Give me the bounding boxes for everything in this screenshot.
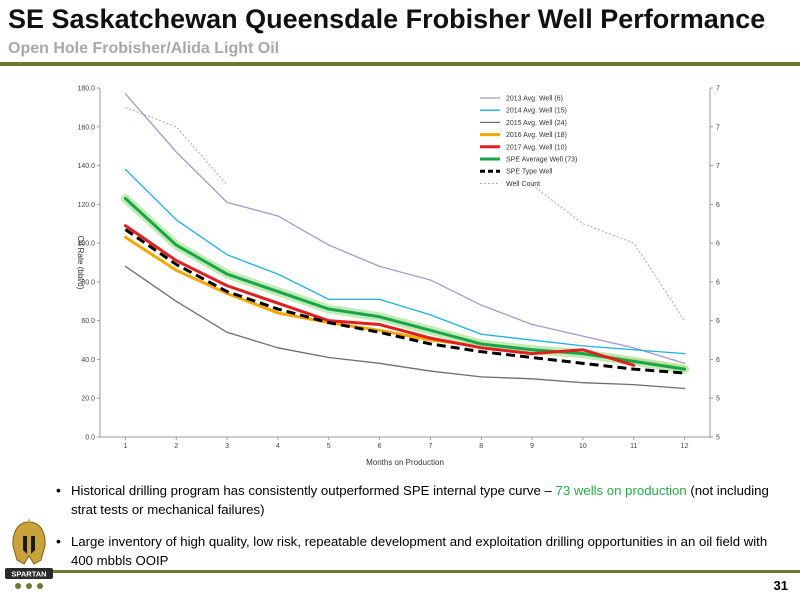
series-line-2014-avg-well-15: [124, 168, 686, 355]
y2-tick-label: 62: [716, 318, 720, 325]
series-line-spe-type-well: [124, 228, 685, 375]
spartan-logo: SPARTAN: [5, 518, 53, 589]
x-tick-label: 5: [327, 443, 331, 450]
legend-label: Well Count: [506, 181, 540, 188]
x-tick-label: 4: [276, 443, 280, 450]
legend-label: 2017 Avg. Well (10): [506, 144, 567, 151]
slide-subtitle: Open Hole Frobisher/Alida Light Oil: [8, 40, 280, 57]
x-tick-label: 9: [530, 443, 534, 450]
x-axis-label: Months on Production: [366, 458, 444, 467]
bullet-highlight: 73 wells on production: [555, 483, 687, 498]
series-line-2013-avg-well-6: [124, 93, 686, 364]
y-tick-label: 80.0: [81, 279, 95, 286]
x-tick-label: 11: [630, 443, 637, 450]
bullet-icon: •: [56, 533, 61, 549]
legend-label: 2014 Avg. Well (15): [506, 108, 567, 115]
legend-label: SPE Type Well: [506, 169, 553, 176]
x-tick-label: 6: [378, 443, 382, 450]
y-tick-label: 160.0: [77, 124, 95, 131]
series-line-well-count: [125, 106, 228, 186]
y-tick-label: 20.0: [81, 396, 95, 403]
legend-label: SPE Average Well (73): [506, 157, 577, 164]
y2-tick-label: 58: [716, 396, 720, 403]
x-tick-label: 12: [681, 443, 689, 450]
x-tick-label: 1: [123, 443, 127, 450]
y-tick-label: 140.0: [77, 163, 95, 170]
y-tick-label: 120.0: [77, 202, 95, 209]
bullet-list: • Historical drilling program has consis…: [54, 481, 789, 583]
y2-tick-label: 56: [716, 435, 720, 442]
page-number: 31: [773, 578, 788, 593]
well-performance-chart: 0.0 20.0 40.0 60.0 80.0 100.0 120.0 140.0 160.0 1…: [76, 86, 720, 468]
bullet-item-inventory: • Large inventory of high quality, low r…: [54, 532, 789, 570]
y-tick-label: 60.0: [81, 318, 95, 325]
y2-tick-label: 74: [716, 86, 720, 93]
legend-label: 2016 Avg. Well (18): [506, 132, 567, 139]
y2-tick-label: 60: [716, 357, 720, 364]
bullet-item-drilling-program: • Historical drilling program has consis…: [54, 481, 789, 519]
x-tick-label: 7: [428, 443, 432, 450]
series-line-2017-avg-well-10: [123, 224, 636, 367]
footer-divider: [50, 570, 800, 573]
series-line-2015-avg-well-24: [124, 265, 686, 390]
y-axis-label: Oil Rate (bbl/d): [76, 236, 85, 290]
x-tick-label: 10: [579, 443, 587, 450]
x-tick-label: 8: [479, 443, 483, 450]
series-line-spe-average-well-73: [123, 197, 687, 371]
legend-label: 2013 Avg. Well (6): [506, 96, 563, 103]
y2-tick-label: 66: [716, 241, 720, 248]
x-tick-label: 3: [225, 443, 229, 450]
y2-tick-label: 68: [716, 202, 720, 209]
y2-tick-label: 70: [716, 163, 720, 170]
slide-title: SE Saskatchewan Queensdale Frobisher Wel…: [8, 4, 766, 34]
y-tick-label: 180.0: [77, 86, 95, 93]
y-tick-label: 100.0: [77, 241, 95, 248]
legend-label: 2015 Avg. Well (24): [506, 120, 567, 127]
bullet-text: Historical drilling program has consiste…: [71, 483, 556, 498]
bullet-text: Large inventory of high quality, low ris…: [71, 534, 768, 568]
y2-tick-label: 72: [716, 124, 720, 131]
bullet-icon: •: [56, 482, 61, 498]
series-line-well-count: [531, 184, 686, 321]
x-tick-label: 2: [174, 443, 178, 450]
title-divider: [0, 62, 800, 66]
y-tick-label: 40.0: [81, 357, 95, 364]
y2-tick-label: 64: [716, 279, 720, 286]
y-tick-label: 0.0: [85, 435, 95, 442]
logo-text: SPARTAN: [11, 570, 46, 579]
bullet-text-end: (not including strat tests or mechanical…: [71, 483, 769, 517]
